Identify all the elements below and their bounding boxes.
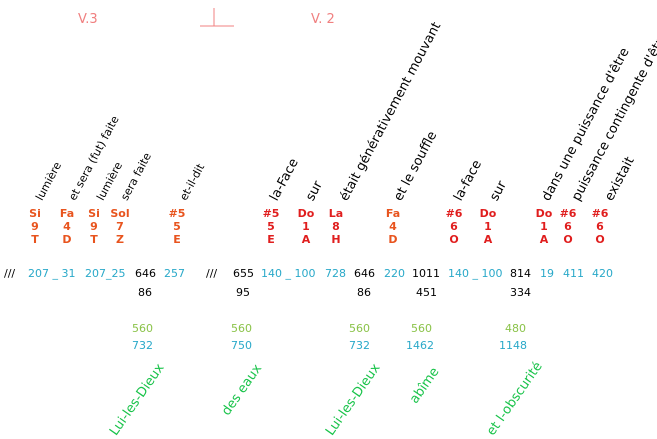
label-des-eaux: des eaux [219,361,266,419]
word-sur-1: sur [303,178,326,204]
note-col: #6 6 O [591,207,609,246]
note-col: Si 9 T [88,207,100,246]
row1-value: 220 [384,267,405,280]
separator-mark [200,8,234,27]
word-la-face-2: la-face [451,157,486,204]
note-col: La 8 H [328,207,344,246]
row1-value: 19 [540,267,554,280]
row1-value: 420 [592,267,613,280]
note-col: Do 1 A [535,207,553,246]
note-col: #5 5 E [168,207,186,246]
row2-value: 86 [357,286,371,299]
word-lumiere-1: lumière [33,159,65,203]
row1-value: 728 [325,267,346,280]
row2-value: 95 [236,286,250,299]
sum-bottom: 732 [132,339,153,352]
row1-value: 1011 [412,267,440,280]
row1-value: 140 _ 100 [261,267,316,280]
header-v3: V.3 [78,12,98,27]
note-col: #6 6 O [559,207,577,246]
row1-value: 655 [233,267,254,280]
sum-top: 560 [132,322,153,335]
note-col: Si 9 T [29,207,41,246]
note-col: Do 1 A [479,207,497,246]
row1-value: 140 _ 100 [448,267,503,280]
row1-value: /// [4,267,16,280]
sum-top: 480 [505,322,526,335]
sum-bottom: 1148 [499,339,527,352]
label-lui-les-dieux-2: Lui-les-Dieux [323,361,384,439]
label-obscurite: et l-obscurité [484,359,546,439]
row2-value: 451 [416,286,437,299]
row1-value: 207 _ 31 [28,267,76,280]
label-lui-les-dieux-1: Lui-les-Dieux [107,361,168,439]
row1-value: 207_25 [85,267,126,280]
row1-value: 411 [563,267,584,280]
sum-top: 560 [411,322,432,335]
word-et-il-dit: et-il-dit [177,161,208,203]
note-col: Fa 4 D [59,207,75,246]
note-col: Fa 4 D [385,207,401,246]
sum-bottom: 750 [231,339,252,352]
sum-top: 560 [349,322,370,335]
row1-value: 257 [164,267,185,280]
word-et-le-souffle: et le souffle [391,128,441,204]
word-etait-mouvant: était générativement mouvant [337,19,445,204]
word-sur-2: sur [487,178,510,204]
sum-bottom: 1462 [406,339,434,352]
label-abime: abîme [407,364,443,407]
row2-value: 334 [510,286,531,299]
word-existait: existait [602,154,638,204]
sum-top: 560 [231,322,252,335]
sum-bottom: 732 [349,339,370,352]
row1-value: 646 [354,267,375,280]
row1-value: 814 [510,267,531,280]
note-col: Do 1 A [297,207,315,246]
row1-value: 646 [135,267,156,280]
word-sera-faite: sera faite [118,150,155,203]
note-col: Sol 7 Z [110,207,130,246]
row1-value: /// [206,267,218,280]
row2-value: 86 [138,286,152,299]
note-col: #5 5 E [262,207,280,246]
word-la-face-1: la-Face [267,156,302,204]
header-v2: V. 2 [311,12,335,27]
note-col: #6 6 O [445,207,463,246]
